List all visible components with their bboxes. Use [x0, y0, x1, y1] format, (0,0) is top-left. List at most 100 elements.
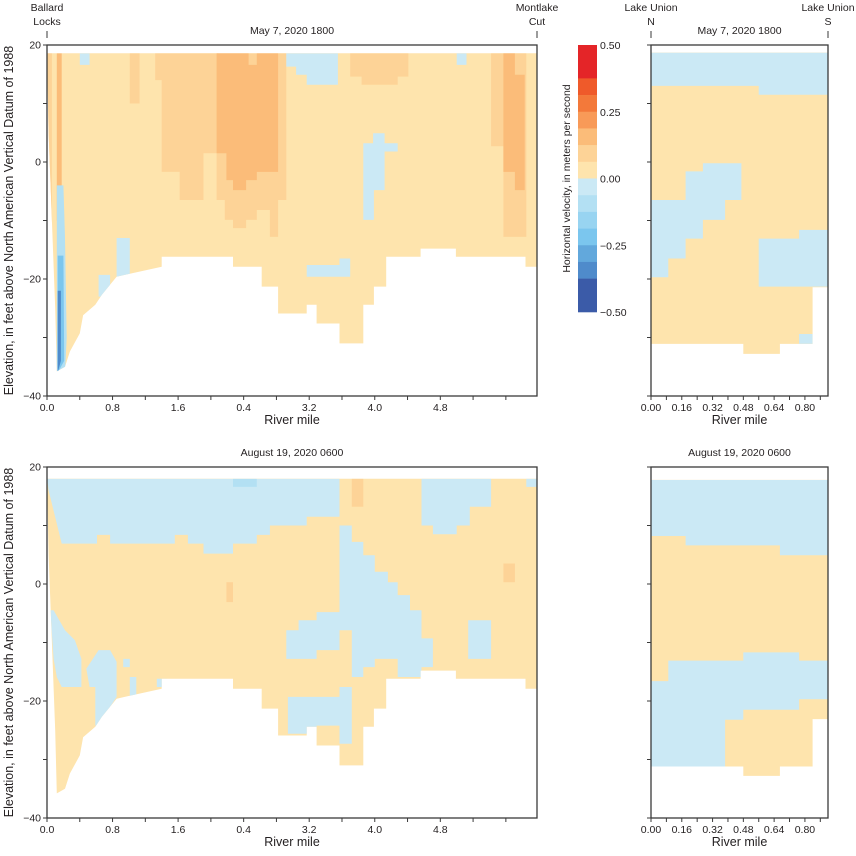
velocity-zone: [116, 238, 130, 277]
velocity-zones: [651, 479, 828, 767]
x-tick-label: 1.6: [171, 402, 186, 414]
x-tick-label: 0.4: [236, 402, 251, 414]
velocity-zone: [306, 258, 351, 277]
panel-title: August 19, 2020 0600: [241, 447, 344, 459]
end-label-right: S: [824, 16, 831, 28]
colorbar-bin: [578, 95, 597, 113]
velocity-zone: [156, 678, 167, 687]
x-tick-label: 1.6: [171, 824, 186, 836]
velocity-zone: [503, 563, 515, 583]
panel-title: August 19, 2020 0600: [688, 447, 791, 459]
velocity-zone: [351, 478, 364, 507]
water-section-base: [47, 53, 537, 372]
velocity-zone: [286, 525, 433, 677]
velocity-zone: [350, 53, 409, 85]
panel-lake-union-may: 0.00 0.16 0.32 0.48 0.64 0.80 River mile May 7,…: [624, 2, 854, 427]
colorbar-bin: [578, 145, 597, 163]
colorbar-bin: [578, 111, 597, 129]
colorbar-bin: [578, 245, 597, 263]
velocity-zone: [56, 53, 62, 221]
velocity-zone: [155, 53, 219, 201]
velocity-zone: [216, 53, 279, 191]
velocity-zone: [799, 334, 813, 344]
x-tick-label: 0.0: [40, 402, 55, 414]
colorbar-bin: [578, 161, 597, 179]
velocity-zone: [363, 133, 398, 220]
velocity-zone: [651, 652, 828, 767]
velocity-zone: [79, 53, 90, 65]
y-tick-label: −20: [23, 274, 41, 286]
x-tick-label: 4.0: [367, 824, 382, 836]
y-tick-label: 20: [29, 40, 41, 52]
x-tick-label: 0.0: [40, 824, 55, 836]
velocity-zones: [47, 53, 527, 372]
x-tick-label: 0.00: [641, 824, 662, 836]
end-label-left: Ballard: [31, 2, 64, 14]
end-label-left: Lake Union: [624, 2, 677, 14]
x-axis-title: River mile: [264, 413, 320, 427]
velocity-zone: [226, 582, 233, 603]
end-label-right: Montlake: [516, 2, 559, 14]
velocity-zone: [47, 53, 52, 239]
velocity-zone: [651, 52, 828, 95]
y-tick-label: −40: [23, 813, 41, 825]
panel-title: May 7, 2020 1800: [250, 25, 334, 37]
x-tick-label: 3.2: [302, 824, 317, 836]
velocity-zone: [286, 53, 338, 85]
x-tick-label: 0.80: [795, 824, 816, 836]
colorbar-tick-label: 0.25: [600, 107, 621, 119]
x-tick-label: 0.48: [733, 402, 754, 414]
x-tick-label: 3.2: [302, 402, 317, 414]
velocity-zone: [129, 677, 137, 697]
x-tick-label: 0.64: [764, 824, 785, 836]
x-axis-title: River mile: [712, 835, 768, 849]
velocity-zone: [50, 610, 82, 687]
x-tick-label: 0.16: [672, 402, 693, 414]
colorbar-tick-label: −0.50: [600, 307, 627, 319]
colorbar-bin: [578, 195, 597, 213]
colorbar-tick-label: −0.25: [600, 240, 627, 252]
colorbar-tick-label: 0.50: [600, 40, 621, 52]
colorbar-bin: [578, 228, 597, 246]
colorbar-bin: [578, 128, 597, 146]
velocity-zone: [421, 478, 492, 535]
x-tick-label: 0.32: [702, 824, 723, 836]
velocity-zone: [651, 163, 742, 278]
x-tick-label: 4.8: [433, 402, 448, 414]
velocity-zone: [57, 290, 61, 372]
x-tick-label: 0.8: [105, 402, 120, 414]
velocity-zone: [526, 478, 537, 487]
velocity-zone: [287, 687, 352, 744]
panel-ship-canal-aug: 20 0 −20 −400.0 0.8 1.6 0.4 3.2 4.0 4.8 River mile…: [2, 447, 538, 849]
x-tick-label: 0.48: [733, 824, 754, 836]
velocity-zone: [123, 658, 130, 668]
y-tick-label: 20: [29, 462, 41, 474]
y-tick-label: 0: [35, 579, 41, 591]
x-axis-title: River mile: [264, 835, 320, 849]
x-tick-label: 0.16: [672, 824, 693, 836]
x-tick-label: 0.80: [795, 402, 816, 414]
velocity-zones: [47, 478, 537, 744]
y-tick-label: 0: [35, 157, 41, 169]
panel-title: May 7, 2020 1800: [697, 25, 781, 37]
x-tick-label: 4.0: [367, 402, 382, 414]
x-tick-label: 0.4: [236, 824, 251, 836]
end-label-left: N: [647, 16, 655, 28]
colorbar-bin: [578, 45, 597, 79]
colorbar-title: Horizontal velocity, in meters per secon…: [561, 84, 573, 272]
velocity-zone: [86, 650, 117, 726]
colorbar-tick-label: 0.00: [600, 174, 621, 186]
x-tick-label: 0.64: [764, 402, 785, 414]
velocity-zone: [456, 53, 467, 65]
y-tick-label: −20: [23, 696, 41, 708]
x-axis-title: River mile: [712, 413, 768, 427]
velocity-zone: [468, 620, 492, 659]
velocity-zone: [233, 478, 257, 487]
colorbar-bin: [578, 278, 597, 313]
end-label-right: Lake Union: [801, 2, 854, 14]
colorbar-bin: [578, 178, 597, 196]
end-label-right: Cut: [529, 16, 545, 28]
x-tick-label: 0.8: [105, 824, 120, 836]
colorbar-bin: [578, 211, 597, 229]
